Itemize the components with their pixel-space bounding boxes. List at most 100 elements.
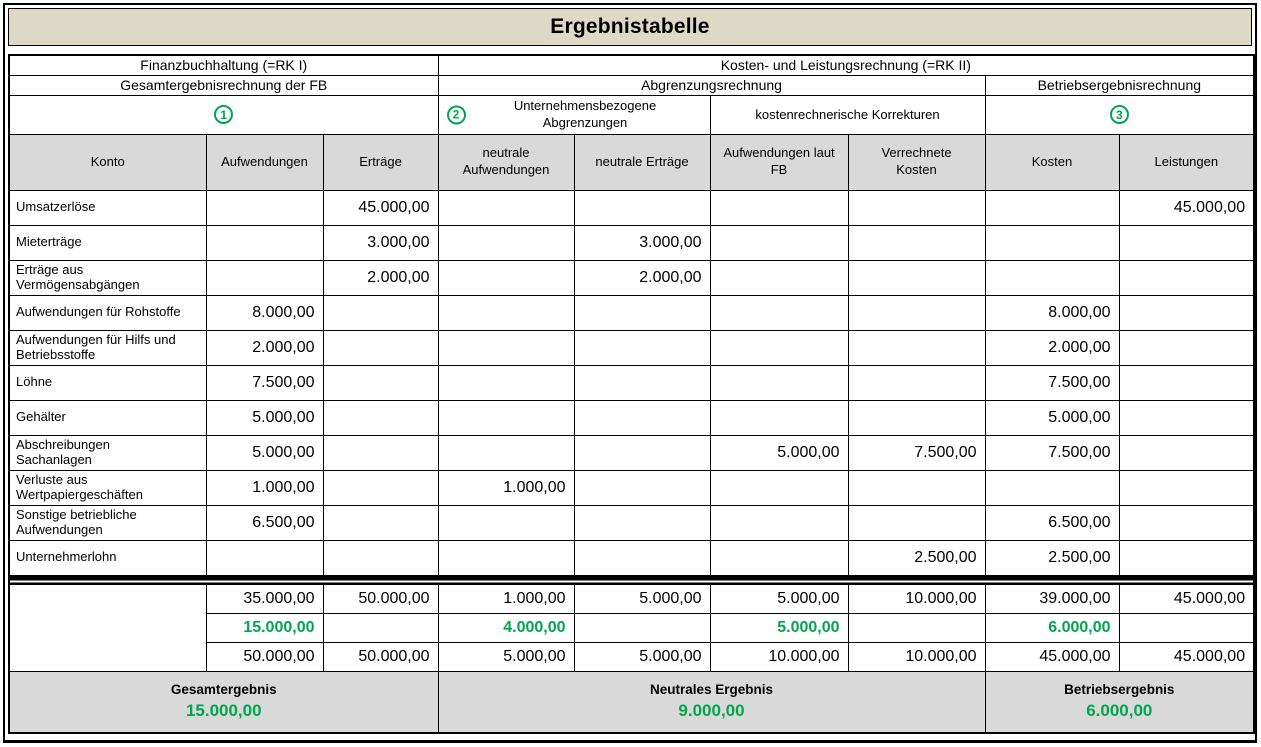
value-cell (573, 294, 711, 331)
value-cell: 5.000,00 (984, 399, 1120, 436)
value-cell (437, 504, 575, 541)
table-row: Umsatzerlöse 45.000,00 45.000,00 (8, 189, 1255, 226)
value-cell: 7.500,00 (984, 434, 1120, 471)
value-cell (322, 434, 439, 471)
balance-cell (847, 612, 986, 643)
value-cell (1118, 469, 1255, 506)
value-cell (573, 399, 711, 436)
konto-cell: Erträge aus Vermögensabgängen (8, 259, 207, 296)
value-cell (709, 224, 849, 261)
circled-1-icon: 1 (214, 105, 234, 124)
column-header-ertraege: Erträge (322, 133, 439, 191)
value-cell (1118, 434, 1255, 471)
value-cell (984, 189, 1120, 226)
table-row: Aufwendungen für Hilfs und Betriebsstoff… (8, 329, 1255, 366)
value-cell (573, 364, 711, 401)
value-cell (1118, 539, 1255, 576)
value-cell (709, 189, 849, 226)
section-gesamtergebnisrechnung: Gesamtergebnisrechnung der FB (8, 74, 439, 96)
value-cell (322, 539, 439, 576)
value-cell (573, 539, 711, 576)
value-cell: 2.000,00 (205, 329, 324, 366)
value-cell (437, 434, 575, 471)
value-cell (1118, 224, 1255, 261)
konto-cell: Aufwendungen für Rohstoffe (8, 294, 207, 331)
value-cell: 1.000,00 (205, 469, 324, 506)
total-cell: 5.000,00 (573, 641, 711, 672)
total-cell: 5.000,00 (709, 583, 849, 614)
konto-cell: Umsatzerlöse (8, 189, 207, 226)
value-cell (322, 364, 439, 401)
value-cell (709, 259, 849, 296)
value-cell (437, 224, 575, 261)
balance-cell (573, 612, 711, 643)
value-cell (573, 469, 711, 506)
betriebsergebnis-cell: Betriebsergebnis 6.000,00 (984, 670, 1255, 734)
balance-cell (322, 612, 439, 643)
balance-cell (1118, 612, 1255, 643)
value-cell (847, 294, 986, 331)
konto-cell: Unternehmerlohn (8, 539, 207, 576)
total-cell: 5.000,00 (437, 641, 575, 672)
value-cell: 3.000,00 (573, 224, 711, 261)
value-cell (573, 189, 711, 226)
value-cell: 2.000,00 (984, 329, 1120, 366)
value-cell: 6.500,00 (984, 504, 1120, 541)
table-row: Erträge aus Vermögensabgängen 2.000,00 2… (8, 259, 1255, 296)
column-header-neutrale-ertraege: neutrale Erträge (573, 133, 711, 191)
section-kosten-leistungsrechnung: Kosten- und Leistungsrechnung (=RK II) (437, 54, 1255, 76)
value-cell: 1.000,00 (437, 469, 575, 506)
value-cell (709, 504, 849, 541)
value-cell (847, 259, 986, 296)
konto-cell: Verluste aus Wertpapiergeschäften (8, 469, 207, 506)
value-cell (847, 329, 986, 366)
value-cell (573, 504, 711, 541)
total-cell: 45.000,00 (1118, 641, 1255, 672)
value-cell (1118, 294, 1255, 331)
circled-2-icon: 2 (446, 105, 466, 124)
value-cell: 2.000,00 (322, 259, 439, 296)
neutrales-ergebnis-cell: Neutrales Ergebnis 9.000,00 (437, 670, 986, 734)
totals-sum-row: 35.000,00 50.000,00 1.000,00 5.000,00 5.… (8, 583, 1255, 672)
value-cell (573, 329, 711, 366)
column-header-leistungen: Leistungen (1118, 133, 1255, 191)
total-cell: 50.000,00 (322, 641, 439, 672)
value-cell (1118, 259, 1255, 296)
value-cell (709, 539, 849, 576)
value-cell (437, 364, 575, 401)
value-cell (847, 469, 986, 506)
value-cell: 45.000,00 (1118, 189, 1255, 226)
double-rule (9, 574, 1255, 585)
konto-cell: Abschreibungen Sachanlagen (8, 434, 207, 471)
table-row: Abschreibungen Sachanlagen 5.000,00 5.00… (8, 434, 1255, 471)
value-cell (573, 434, 711, 471)
title-gap (8, 46, 1252, 54)
column-header-row: Konto Aufwendungen Erträge neutrale Aufw… (8, 133, 1255, 191)
table-row: Sonstige betriebliche Aufwendungen 6.500… (8, 504, 1255, 541)
balance-cell: 15.000,00 (205, 612, 324, 643)
total-cell: 10.000,00 (847, 583, 986, 614)
balance-cell: 4.000,00 (437, 612, 575, 643)
value-cell (322, 504, 439, 541)
total-cell: 50.000,00 (205, 641, 324, 672)
betriebsergebnis-label: Betriebsergebnis (1064, 682, 1175, 698)
value-cell (437, 189, 575, 226)
group-1: 1 (8, 94, 439, 135)
group-3: kostenrechnerische Korrekturen (709, 94, 986, 135)
value-cell: 3.000,00 (322, 224, 439, 261)
value-cell (437, 259, 575, 296)
value-cell (205, 224, 324, 261)
value-cell: 8.000,00 (984, 294, 1120, 331)
table-row: Gehälter 5.000,00 5.000,00 (8, 399, 1255, 436)
value-cell (847, 399, 986, 436)
value-cell (709, 399, 849, 436)
value-cell (322, 469, 439, 506)
value-cell (1118, 364, 1255, 401)
summary-row: Gesamtergebnis 15.000,00 Neutrales Ergeb… (8, 670, 1255, 734)
table-row: Löhne 7.500,00 7.500,00 (8, 364, 1255, 401)
table-row: Unternehmerlohn 2.500,00 2.500,00 (8, 539, 1255, 576)
value-cell (709, 469, 849, 506)
total-cell: 5.000,00 (573, 583, 711, 614)
value-cell: 45.000,00 (322, 189, 439, 226)
value-cell (322, 399, 439, 436)
